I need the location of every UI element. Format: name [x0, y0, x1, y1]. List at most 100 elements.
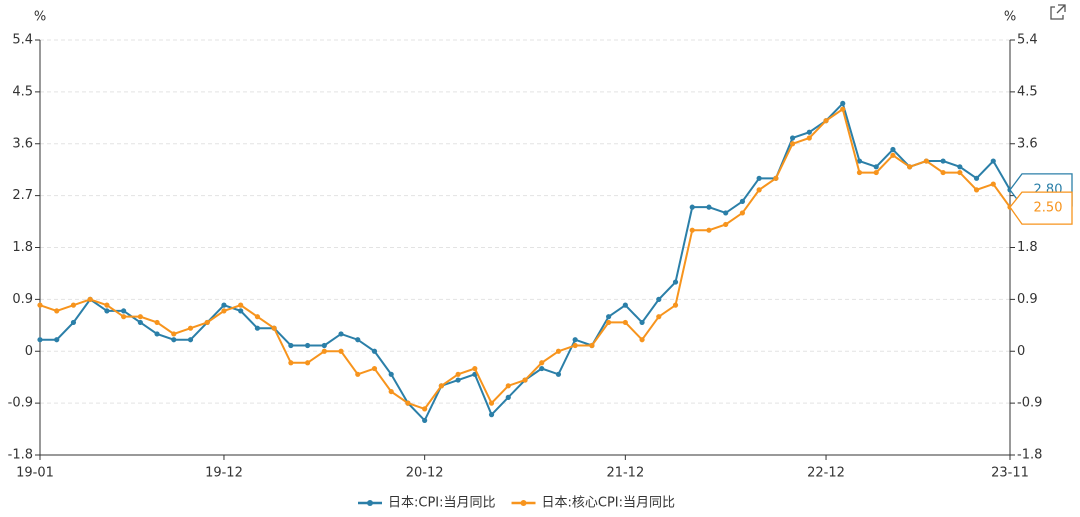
point [171, 331, 177, 337]
y2-unit: % [1004, 10, 1016, 25]
point [689, 204, 695, 210]
x-tick-label: 22-12 [807, 466, 845, 481]
point [823, 118, 829, 124]
point [70, 302, 77, 308]
point [639, 319, 645, 326]
point [873, 169, 879, 176]
point [187, 337, 194, 343]
point [338, 331, 344, 337]
y2-tick-label: 0 [1017, 344, 1025, 359]
point [304, 342, 311, 349]
point [405, 400, 411, 406]
point [806, 135, 812, 141]
point [104, 308, 110, 314]
point [121, 314, 127, 320]
y-tick-label: 5.4 [12, 33, 33, 48]
y-tick-label: -1.8 [8, 448, 33, 463]
point [522, 377, 528, 383]
point [204, 319, 210, 326]
point [840, 100, 846, 107]
point [555, 371, 562, 377]
point [422, 417, 428, 424]
point [355, 371, 361, 377]
point [890, 146, 896, 153]
point [87, 296, 93, 302]
point [789, 135, 796, 141]
point [355, 337, 361, 343]
y2-tick-label: 5.4 [1017, 33, 1038, 48]
point [806, 129, 812, 135]
point [422, 406, 428, 412]
point [739, 198, 746, 204]
end-label-box [1009, 191, 1073, 225]
expand-icon[interactable] [1050, 4, 1066, 20]
point [639, 337, 645, 343]
point [840, 106, 846, 112]
point [371, 348, 378, 354]
point [555, 348, 562, 354]
x-tick-label: 20-12 [406, 466, 444, 481]
x-tick-label: 19-01 [16, 466, 54, 481]
y2-tick-label: 1.8 [1017, 240, 1038, 255]
point [622, 319, 628, 326]
y-tick-label: 2.7 [12, 188, 33, 203]
point [990, 181, 996, 187]
point [271, 325, 277, 331]
point [438, 383, 444, 389]
y-tick-label: 1.8 [12, 240, 33, 255]
point [488, 412, 495, 418]
point [371, 365, 378, 372]
point [121, 308, 127, 314]
end-label-text: 2.50 [1034, 201, 1063, 216]
point [890, 152, 896, 158]
point [606, 314, 612, 320]
point [304, 360, 311, 366]
point [388, 371, 394, 377]
point [873, 164, 879, 170]
point [338, 348, 344, 354]
point [171, 337, 177, 343]
point [37, 302, 43, 308]
point [940, 158, 946, 164]
point [739, 210, 746, 216]
point [773, 175, 779, 181]
legend-dot [520, 500, 527, 506]
point [187, 325, 194, 331]
point [238, 302, 244, 308]
point [756, 187, 762, 193]
point [137, 319, 143, 326]
point [321, 342, 327, 349]
legend-label: 日本:核心CPI:当月同比 [542, 496, 676, 511]
y-unit: % [34, 10, 46, 25]
point [54, 337, 60, 343]
point [388, 388, 394, 395]
point [656, 314, 662, 320]
y-tick-label: 4.5 [12, 84, 33, 99]
y2-tick-label: -0.9 [1017, 396, 1042, 411]
point [973, 187, 980, 193]
x-tick-label: 19-12 [205, 466, 243, 481]
point [288, 342, 294, 349]
point [221, 308, 227, 314]
end-label: 2.50 [1009, 191, 1073, 225]
y2-tick-label: 0.9 [1017, 292, 1038, 307]
point [706, 204, 712, 210]
point [622, 302, 628, 308]
y-tick-label: 3.6 [12, 136, 33, 151]
point [907, 164, 913, 170]
point [789, 141, 796, 147]
point [254, 325, 261, 331]
point [137, 314, 143, 320]
point [238, 308, 244, 314]
point [723, 210, 729, 216]
x-tick-label: 23-11 [991, 466, 1029, 481]
point [723, 221, 729, 228]
point [505, 394, 511, 400]
y2-tick-label: 3.6 [1017, 136, 1038, 151]
point [856, 169, 863, 176]
point [572, 342, 578, 349]
point [254, 314, 261, 320]
y-tick-label: -0.9 [8, 396, 33, 411]
y-tick-label: 0 [25, 344, 33, 359]
